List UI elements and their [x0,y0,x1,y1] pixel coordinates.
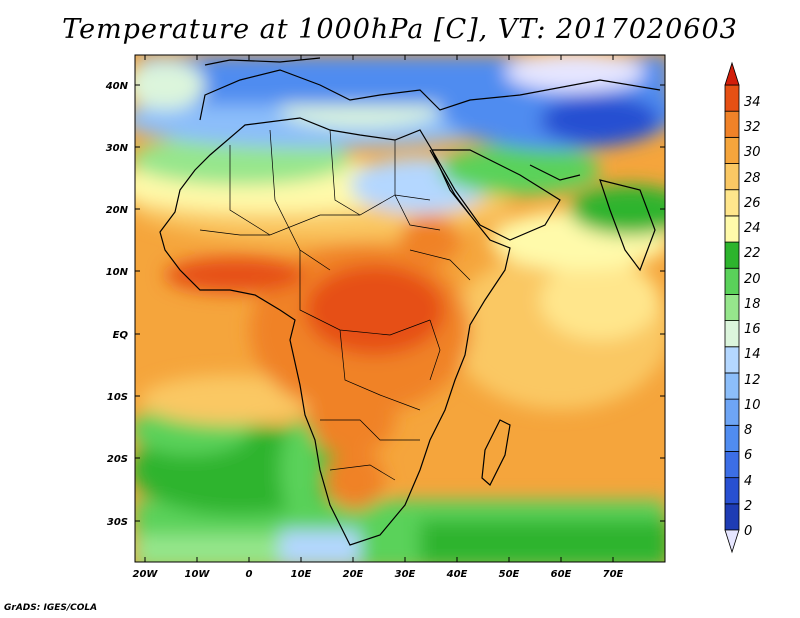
colorbar-label: 30 [744,145,761,160]
colorbar-swatch [724,267,740,295]
latitude-labels: 40N 30N 20N 10N EQ 10S 20S 30S [105,81,129,528]
lat-label: 10S [107,392,128,403]
lon-label: 10E [291,569,312,580]
lat-label: 40N [105,81,129,92]
colorbar-label: 16 [744,322,761,337]
lon-label: 50E [499,569,520,580]
lat-label: 30S [107,517,128,528]
map-title: Temperature at 1000hPa [C], VT: 20170206… [62,14,738,45]
colorbar-label: 0 [744,524,752,539]
colorbar-swatch [724,424,740,452]
colorbar-swatch [724,503,740,531]
colorbar-swatch [724,241,740,269]
colorbar-label: 34 [744,95,761,110]
colorbar-swatch [724,477,740,505]
colorbar-label: 22 [744,246,761,261]
lon-label: 30E [395,569,416,580]
colorbar-swatch [724,110,740,138]
colorbar-swatch [724,398,740,426]
lon-label: 60E [551,569,572,580]
colorbar-swatch [724,372,740,400]
colorbar-label: 10 [744,398,761,413]
colorbar-swatch [724,136,740,164]
lon-label: 70E [603,569,624,580]
colorbar-label: 4 [744,474,752,489]
colorbar-swatch [724,451,740,479]
lat-label: 10N [106,267,129,278]
colorbar-swatch [724,163,740,191]
colorbar-label: 24 [744,221,761,236]
colorbar-label: 12 [744,373,761,388]
colorbar-labels: 0 2 4 6 8 10 12 14 16 18 20 22 24 26 28 … [744,95,761,539]
colorbar [724,61,740,554]
lon-label: 20E [343,569,364,580]
colorbar-label: 14 [744,347,761,362]
colorbar-swatch [724,84,740,112]
lat-label: 20S [107,454,128,465]
colorbar-label: 8 [744,423,752,438]
temperature-field [135,55,665,562]
colorbar-swatch [724,346,740,374]
colorbar-label: 32 [744,120,761,135]
colorbar-swatch [724,215,740,243]
coastlines [159,57,661,546]
country-borders [199,129,471,481]
colorbar-label: 18 [744,297,761,312]
colorbar-under-arrow [724,529,740,554]
lat-label: 20N [106,205,129,216]
lon-label: 0 [246,569,253,580]
colorbar-label: 28 [744,171,761,186]
colorbar-label: 6 [744,448,752,463]
colorbar-label: 20 [744,272,761,287]
colorbar-label: 2 [744,499,752,514]
credit-text: GrADS: IGES/COLA [4,603,98,613]
colorbar-swatch [724,320,740,348]
plot-frame [134,54,666,563]
lat-label: 30N [106,143,129,154]
lon-label: 10W [185,569,211,580]
longitude-labels: 20W 10W 0 10E 20E 30E 40E 50E 60E 70E [133,569,624,580]
lon-label: 20W [133,569,159,580]
colorbar-swatch [724,189,740,217]
lat-label: EQ [113,330,129,341]
tick-marks [135,55,665,562]
colorbar-swatch [724,294,740,321]
lon-label: 40E [446,569,468,580]
colorbar-label: 26 [744,196,761,211]
colorbar-over-arrow [724,61,740,86]
